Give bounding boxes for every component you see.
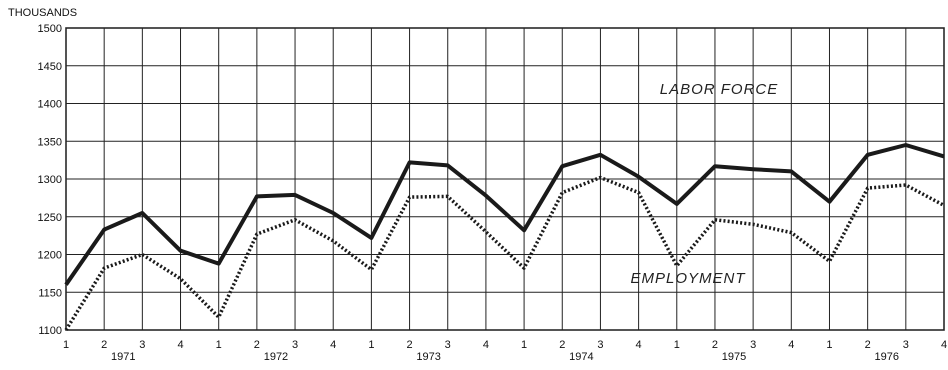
x-tick-label: 1 [521,339,527,351]
x-tick-label: 2 [559,339,565,351]
x-tick-label: 2 [254,339,260,351]
x-tick-label: 4 [788,339,794,351]
year-label: 1975 [722,351,746,363]
year-label: 1974 [569,351,593,363]
labor-force-series-label: LABOR FORCE [660,81,779,98]
x-tick-label: 3 [903,339,909,351]
x-tick-label: 2 [712,339,718,351]
x-tick-label: 4 [636,339,642,351]
x-tick-label: 3 [750,339,756,351]
x-tick-label: 3 [292,339,298,351]
x-tick-label: 3 [139,339,145,351]
year-label: 1972 [264,351,288,363]
x-tick-label: 4 [941,339,947,351]
x-tick-label: 1 [368,339,374,351]
x-tick-label: 3 [445,339,451,351]
y-tick-label: 1150 [38,287,62,299]
x-tick-label: 4 [177,339,183,351]
x-tick-label: 2 [101,339,107,351]
x-tick-label: 1 [63,339,69,351]
x-tick-label: 2 [407,339,413,351]
unit-label: THOUSANDS [8,7,77,19]
x-tick-label: 1 [674,339,680,351]
y-tick-label: 1250 [38,212,62,224]
y-tick-label: 1200 [38,250,62,262]
y-tick-label: 1400 [38,99,62,111]
year-label: 1976 [874,351,898,363]
year-label: 1973 [416,351,440,363]
y-tick-label: 1450 [38,61,62,73]
x-tick-label: 4 [483,339,489,351]
x-tick-label: 2 [865,339,871,351]
y-tick-label: 1350 [38,136,62,148]
x-tick-label: 4 [330,339,336,351]
labor-force-line [64,143,945,286]
employment-series-label: EMPLOYMENT [630,270,746,287]
x-tick-label: 1 [826,339,832,351]
y-tick-label: 1100 [38,325,62,337]
y-tick-label: 1500 [38,23,62,35]
year-label: 1971 [111,351,135,363]
x-tick-label: 3 [597,339,603,351]
x-tick-label: 1 [216,339,222,351]
y-tick-label: 1300 [38,174,62,186]
employment-line [64,175,945,331]
